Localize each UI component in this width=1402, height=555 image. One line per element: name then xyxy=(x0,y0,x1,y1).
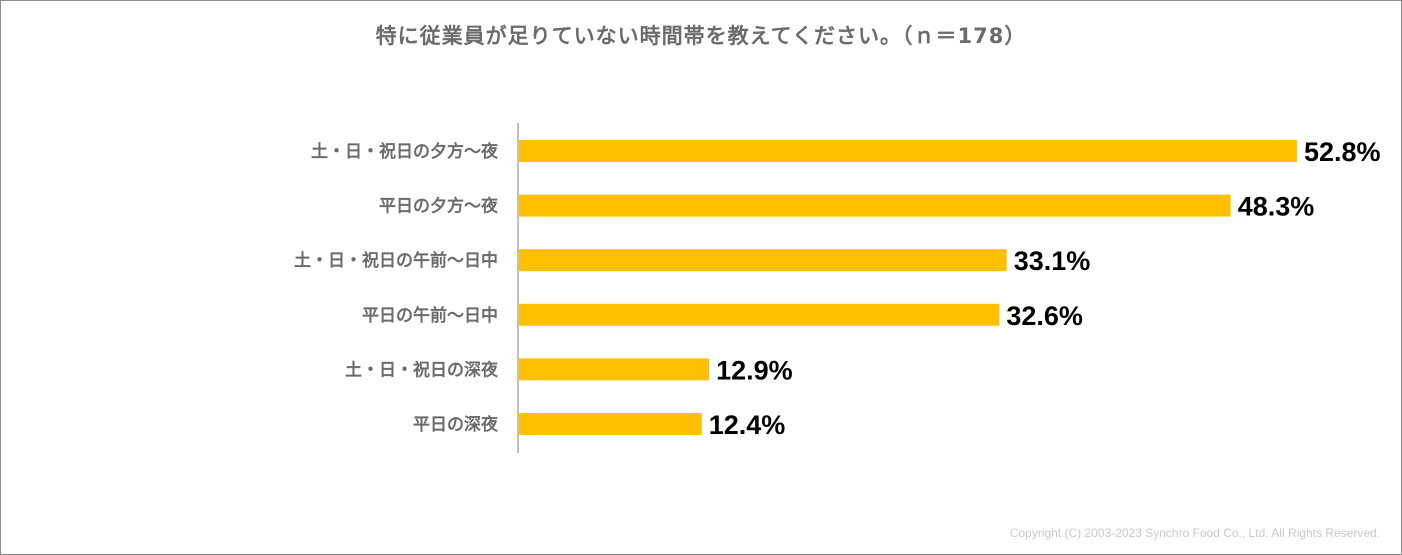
value-label: 48.3% xyxy=(1238,192,1315,222)
category-label: 土・日・祝日の午前～日中 xyxy=(294,250,498,271)
category-label: 平日の深夜 xyxy=(413,414,499,435)
category-label: 平日の夕方～夜 xyxy=(379,196,499,217)
category-label: 平日の午前～日中 xyxy=(362,305,498,326)
value-label: 12.4% xyxy=(709,410,786,440)
value-label: 52.8% xyxy=(1304,137,1381,167)
value-label: 12.9% xyxy=(716,355,793,385)
chart-title: 特に従業員が足りていない時間帯を教えてください。（ｎ＝178） xyxy=(375,24,1027,48)
category-label: 土・日・祝日の深夜 xyxy=(345,359,499,380)
bar xyxy=(519,358,710,381)
bar xyxy=(519,303,1000,326)
bar xyxy=(519,413,702,435)
bar xyxy=(519,194,1231,217)
value-label: 32.6% xyxy=(1006,301,1083,331)
copyright-text: Copyright (C) 2003-2023 Synchro Food Co.… xyxy=(1009,526,1380,540)
value-label: 33.1% xyxy=(1014,246,1091,276)
bar xyxy=(519,249,1007,272)
bar xyxy=(519,140,1297,162)
category-label: 土・日・祝日の夕方～夜 xyxy=(311,141,499,162)
